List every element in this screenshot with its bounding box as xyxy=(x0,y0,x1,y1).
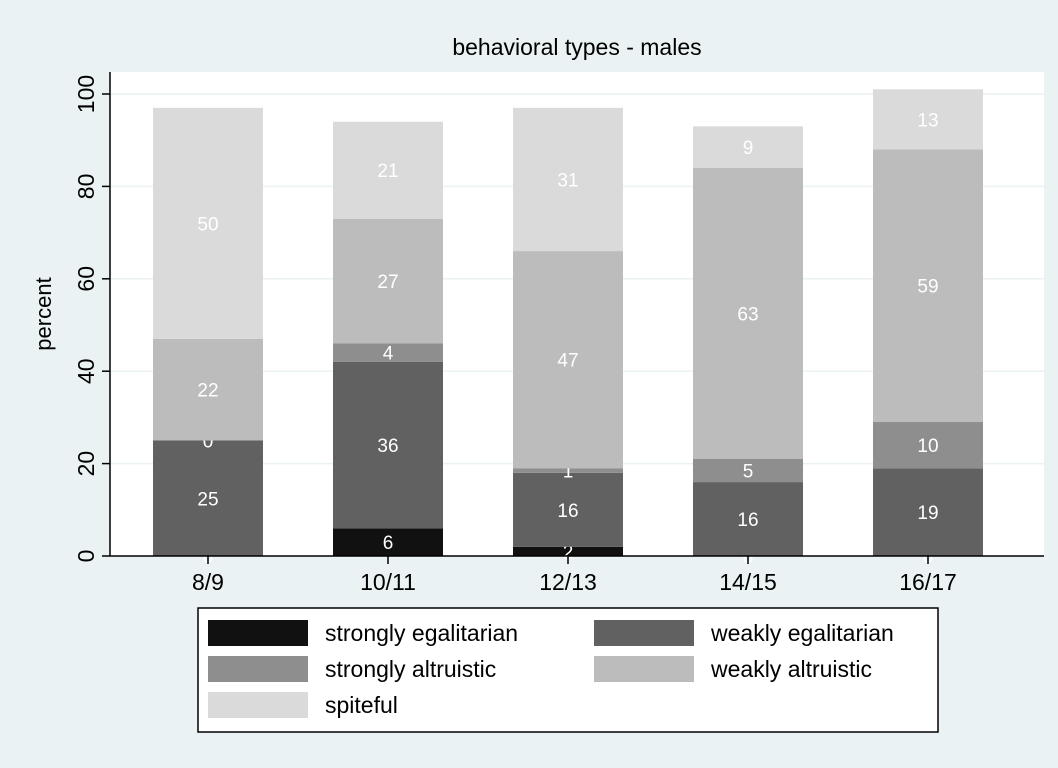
bar-segment xyxy=(873,422,983,469)
data-label: 50 xyxy=(197,214,218,235)
bar-segment xyxy=(873,149,983,423)
bar-segment xyxy=(333,121,443,219)
data-label: 10 xyxy=(917,436,938,457)
bar-segment xyxy=(513,107,623,252)
y-tick-label: 60 xyxy=(73,266,99,292)
bar-segment xyxy=(333,218,443,344)
legend-label: weakly egalitarian xyxy=(710,620,894,646)
x-tick-label: 14/15 xyxy=(719,569,777,595)
bar-segment xyxy=(513,546,623,556)
data-label: 25 xyxy=(197,489,218,510)
legend-swatch xyxy=(594,620,694,646)
y-tick-label: 100 xyxy=(73,75,99,113)
data-label: 5 xyxy=(743,462,754,483)
y-axis-label: percent xyxy=(31,277,56,350)
x-tick-label: 16/17 xyxy=(899,569,957,595)
data-label: 0 xyxy=(203,432,214,453)
bar-segment xyxy=(153,107,263,339)
bar-segment xyxy=(693,458,803,483)
bar-segment xyxy=(333,343,443,362)
data-label: 36 xyxy=(377,436,398,457)
data-label: 47 xyxy=(557,351,578,372)
legend-label: strongly egalitarian xyxy=(325,620,518,646)
bar-segment xyxy=(513,251,623,469)
bar-segment xyxy=(333,361,443,529)
bar-segment xyxy=(873,89,983,150)
data-label: 31 xyxy=(557,170,578,191)
chart-title: behavioral types - males xyxy=(452,34,701,60)
x-tick-label: 8/9 xyxy=(192,569,224,595)
bar-segment xyxy=(693,482,803,556)
data-label: 13 xyxy=(917,110,938,131)
bar-segment xyxy=(693,167,803,459)
data-label: 21 xyxy=(377,161,398,182)
legend-box xyxy=(197,607,939,733)
data-label: 16 xyxy=(557,501,578,522)
legend-swatch xyxy=(208,692,308,718)
data-label: 63 xyxy=(737,304,758,325)
legend-label: strongly altruistic xyxy=(325,656,496,682)
bar-segment xyxy=(513,472,623,547)
data-label: 27 xyxy=(377,272,398,293)
bar-segment xyxy=(513,468,623,473)
legend-label: weakly altruistic xyxy=(710,656,872,682)
legend-label: spiteful xyxy=(325,692,398,718)
data-label: 16 xyxy=(737,510,758,531)
bar-segment xyxy=(153,338,263,441)
y-tick-label: 80 xyxy=(73,174,99,200)
data-label: 22 xyxy=(197,381,218,402)
legend-swatch xyxy=(208,656,308,682)
data-label: 4 xyxy=(383,344,394,365)
y-tick-label: 40 xyxy=(73,358,99,384)
x-tick-label: 10/11 xyxy=(360,569,416,595)
bar-segment xyxy=(153,440,263,556)
data-label: 9 xyxy=(743,138,754,159)
legend-swatch xyxy=(594,656,694,682)
bars: 0250225063642721216147310165639019105913 xyxy=(153,89,983,568)
legend-swatch xyxy=(208,620,308,646)
x-tick-label: 12/13 xyxy=(539,569,597,595)
legend: strongly egalitarian weakly egalitarian st… xyxy=(197,607,939,733)
bar-segment xyxy=(693,126,803,168)
data-label: 19 xyxy=(917,503,938,524)
data-label: 2 xyxy=(563,542,574,563)
data-label: 59 xyxy=(917,277,938,298)
data-label: 6 xyxy=(383,533,394,554)
data-label: 1 xyxy=(563,462,574,483)
bar-segment xyxy=(873,468,983,556)
bar-segment xyxy=(333,528,443,556)
y-tick-label: 0 xyxy=(73,550,99,563)
y-tick-label: 20 xyxy=(73,451,99,477)
